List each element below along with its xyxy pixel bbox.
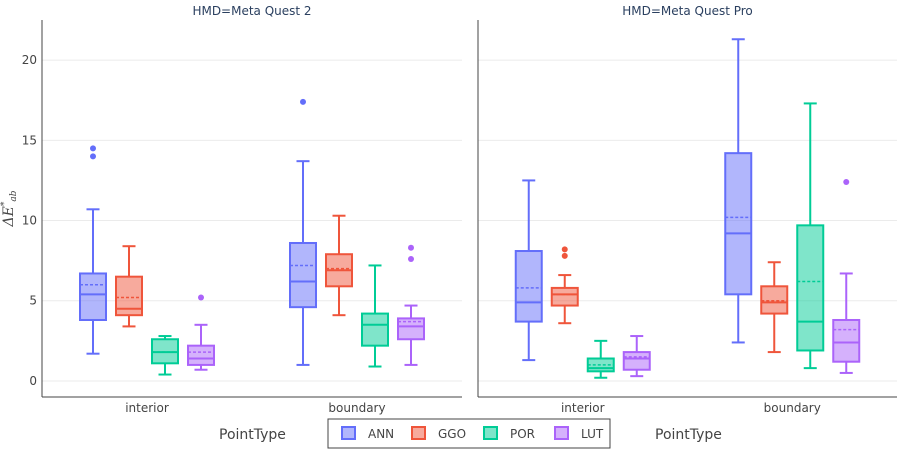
box-lut-interior (187, 294, 215, 371)
outlier-point (198, 294, 204, 301)
legend-item-por: POR (483, 426, 535, 441)
legend-item-ann: ANN (341, 426, 394, 441)
box-ggo-boundary (760, 261, 789, 354)
outlier-point (408, 256, 414, 263)
y-axis-title-sup: * (0, 201, 10, 206)
box-ggo-interior (115, 245, 143, 328)
legend-swatch (554, 426, 569, 440)
outlier-point (300, 98, 306, 105)
outlier-point (561, 252, 568, 259)
box-lut-boundary (397, 244, 425, 366)
box-por-boundary (796, 102, 825, 370)
legend-item-ggo: GGO (411, 426, 466, 441)
y-axis-title-sub: ab (9, 190, 19, 201)
box-por-boundary (361, 264, 389, 368)
box-body (289, 241, 317, 309)
legend: PointType ANN GGO POR LUT PointType (219, 418, 722, 449)
box-body (79, 272, 107, 321)
legend-swatch (483, 426, 498, 440)
y-axis-title: ΔE*ab (0, 190, 19, 227)
x-tick-label: interior (125, 401, 169, 415)
legend-items: ANN GGO POR LUT (341, 426, 604, 441)
legend-right-title: PointType (655, 427, 722, 443)
y-tick-label: 5 (29, 294, 37, 308)
box-body (514, 250, 543, 323)
box-body (796, 224, 825, 352)
y-axis-title-main: ΔE (1, 206, 17, 227)
box-body (187, 344, 215, 366)
legend-swatch (411, 426, 426, 440)
legend-label: POR (510, 427, 535, 441)
box-body (724, 152, 753, 296)
box-ann-interior (79, 145, 107, 355)
y-tick-label: 0 (29, 374, 37, 388)
panel-2: HMD=Meta Quest Pro interior boundary (477, 4, 897, 415)
panel-title: HMD=Meta Quest Pro (622, 4, 753, 18)
box-por-interior (151, 335, 179, 376)
x-tick-label: boundary (328, 401, 385, 415)
x-tick-label: boundary (764, 401, 821, 415)
panel-1: 0 5 10 15 20 HMD=Meta Quest 2 interior boundary (22, 4, 462, 415)
legend-label: ANN (368, 427, 394, 441)
box-body (760, 285, 789, 315)
box-ann-boundary (724, 38, 753, 344)
box-por-interior (586, 339, 615, 379)
box-body (550, 286, 579, 307)
panel-title: HMD=Meta Quest 2 (192, 4, 311, 18)
panels-layer: ΔE*ab 0 5 10 15 20 HMD=Meta Quest 2 interior bou… (0, 4, 897, 415)
legend-label: LUT (581, 427, 604, 441)
box-ann-boundary (289, 98, 317, 366)
y-tick-label: 20 (22, 53, 37, 67)
box-lut-boundary (832, 179, 861, 374)
box-body (622, 351, 651, 371)
x-tick-label: interior (561, 401, 605, 415)
y-tick-label: 15 (22, 133, 37, 147)
legend-label: GGO (438, 427, 466, 441)
box-body (832, 318, 861, 363)
outlier-point (843, 179, 850, 186)
outlier-point (561, 246, 568, 253)
legend-item-lut: LUT (554, 426, 604, 441)
legend-swatch (341, 426, 356, 440)
legend-left-title: PointType (219, 427, 286, 443)
y-tick-label: 10 (22, 214, 37, 228)
box-body (397, 317, 425, 341)
box-lut-interior (622, 335, 651, 378)
box-ann-interior (514, 179, 543, 362)
box-ggo-boundary (325, 214, 353, 317)
outlier-point (408, 244, 414, 251)
box-ggo-interior (550, 246, 579, 325)
box-body (361, 312, 389, 347)
outlier-point (90, 145, 96, 152)
outlier-point (90, 153, 96, 160)
